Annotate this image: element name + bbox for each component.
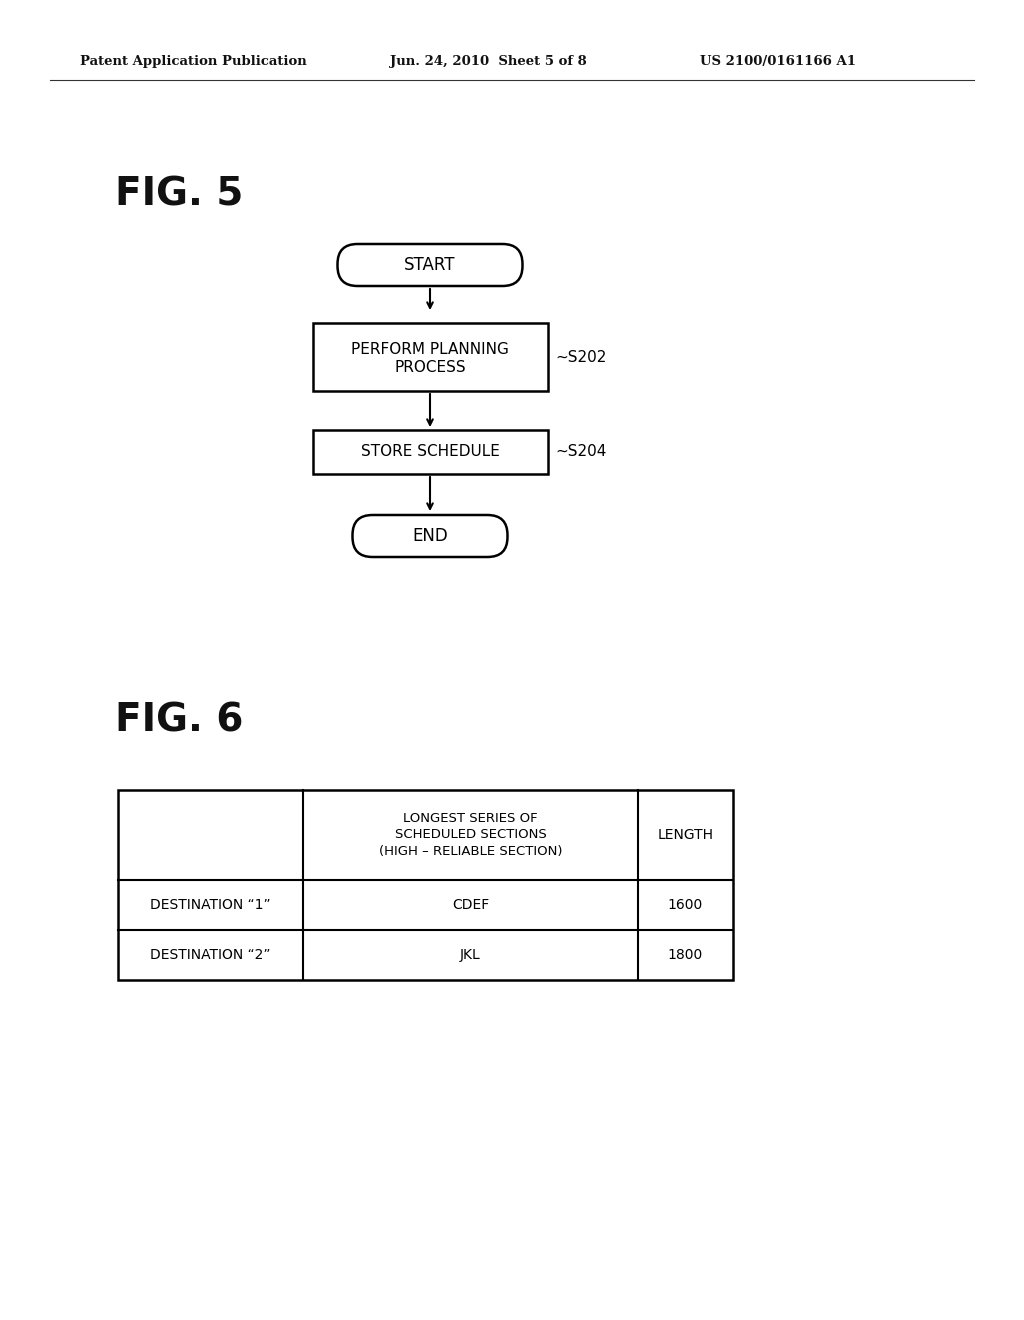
Text: US 2100/0161166 A1: US 2100/0161166 A1: [700, 55, 856, 69]
Text: 1800: 1800: [668, 948, 703, 962]
Text: STORE SCHEDULE: STORE SCHEDULE: [360, 445, 500, 459]
Text: Patent Application Publication: Patent Application Publication: [80, 55, 307, 69]
Text: PROCESS: PROCESS: [394, 359, 466, 375]
Bar: [312, 430, 548, 474]
Text: DESTINATION “1”: DESTINATION “1”: [151, 898, 270, 912]
Text: FIG. 6: FIG. 6: [115, 701, 244, 739]
Text: ~S204: ~S204: [555, 445, 607, 459]
Bar: [118, 789, 733, 979]
FancyBboxPatch shape: [352, 515, 508, 557]
Text: JKL: JKL: [460, 948, 481, 962]
Text: LONGEST SERIES OF: LONGEST SERIES OF: [403, 812, 538, 825]
Text: SCHEDULED SECTIONS: SCHEDULED SECTIONS: [394, 829, 547, 842]
Text: Jun. 24, 2010  Sheet 5 of 8: Jun. 24, 2010 Sheet 5 of 8: [390, 55, 587, 69]
FancyBboxPatch shape: [338, 244, 522, 286]
Text: CDEF: CDEF: [452, 898, 489, 912]
Text: (HIGH – RELIABLE SECTION): (HIGH – RELIABLE SECTION): [379, 846, 562, 858]
Text: DESTINATION “2”: DESTINATION “2”: [151, 948, 270, 962]
Text: ~S202: ~S202: [555, 350, 607, 364]
Bar: [312, 323, 548, 391]
Text: PERFORM PLANNING: PERFORM PLANNING: [351, 342, 509, 356]
Text: START: START: [404, 256, 456, 275]
Text: FIG. 5: FIG. 5: [115, 176, 244, 214]
Text: END: END: [412, 527, 447, 545]
Text: 1600: 1600: [668, 898, 703, 912]
Text: LENGTH: LENGTH: [657, 828, 714, 842]
